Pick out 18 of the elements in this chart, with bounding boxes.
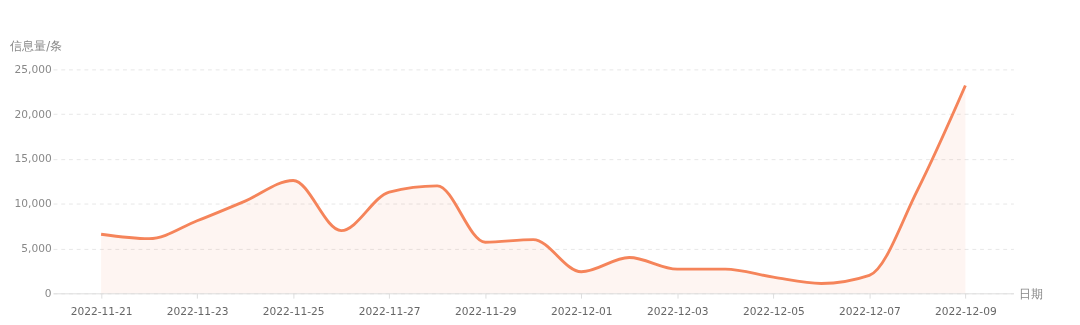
y-axis-title: 信息量/条: [10, 38, 63, 53]
y-tick-label: 25,000: [14, 62, 52, 76]
y-tick-label: 0: [44, 286, 52, 300]
x-tick-label: 2022-11-29: [454, 305, 517, 319]
y-tick-label: 20,000: [14, 107, 52, 121]
x-tick-label: 2022-12-01: [550, 305, 613, 319]
x-axis-title: 日期: [1018, 286, 1043, 301]
x-tick-label: 2022-12-03: [646, 305, 709, 319]
y-tick-label: 15,000: [14, 152, 52, 166]
x-tick-label: 2022-12-07: [839, 305, 901, 319]
x-tick-label: 2022-11-21: [70, 305, 133, 319]
y-tick-label: 10,000: [14, 197, 52, 211]
x-tick-label: 2022-11-27: [358, 305, 421, 319]
x-tick-label: 2022-11-25: [262, 305, 325, 319]
x-tick-label: 2022-11-23: [166, 305, 229, 319]
x-tick-label: 2022-12-09: [935, 305, 997, 319]
x-tick-label: 2022-12-05: [742, 305, 805, 319]
y-tick-label: 5,000: [21, 241, 52, 255]
